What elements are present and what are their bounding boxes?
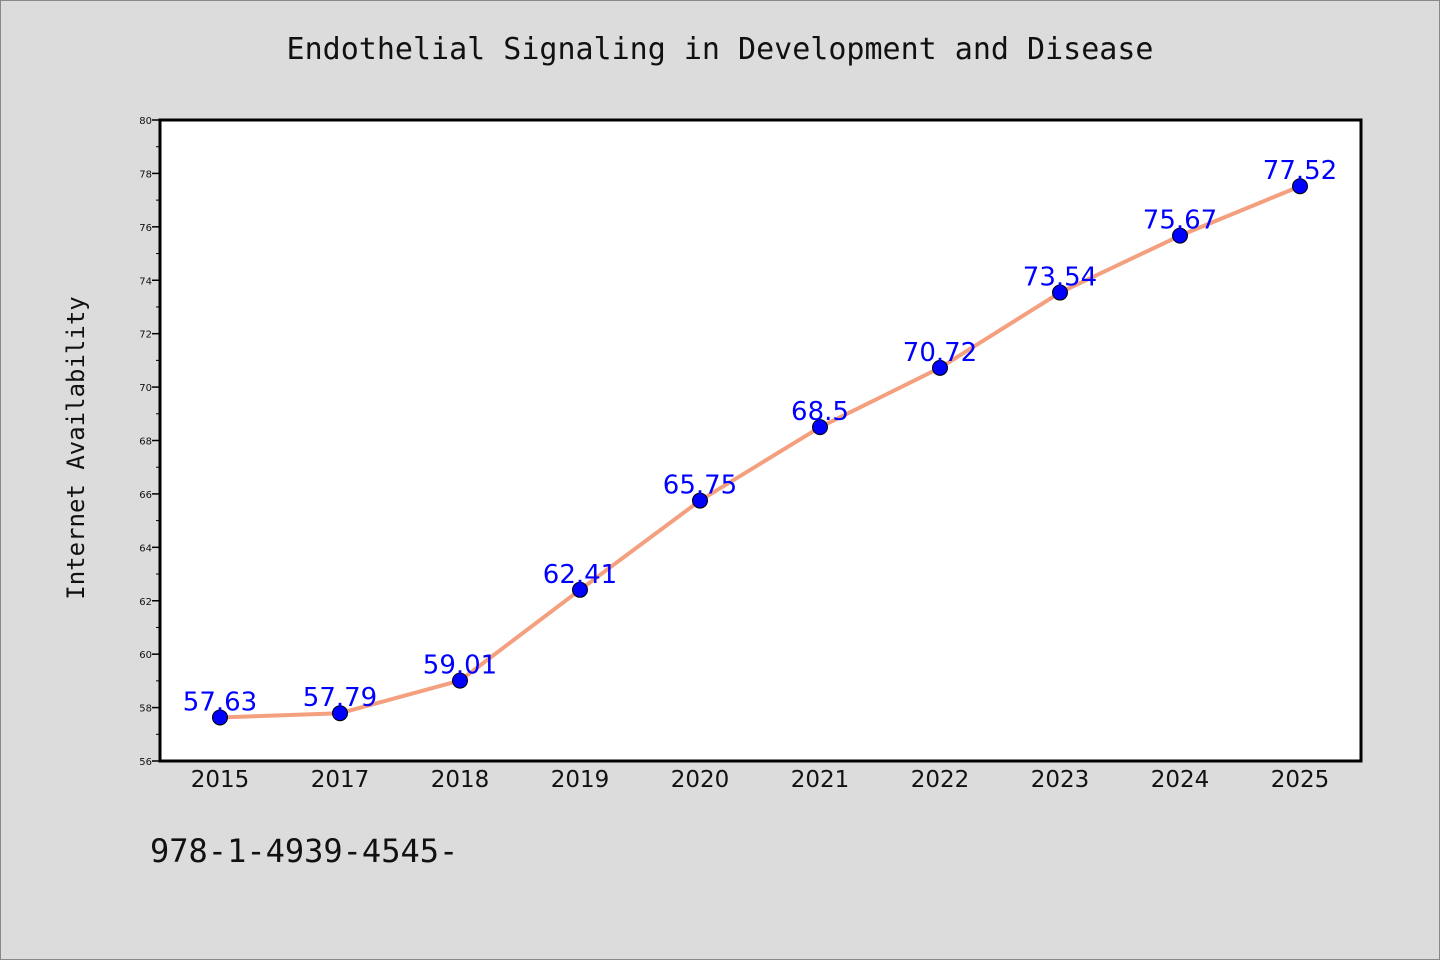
y-tick-label: 72 [139,330,152,341]
data-point [692,492,708,509]
chart-title: Endothelial Signaling in Development and… [286,32,1154,67]
x-tick-label: 2015 [191,767,250,793]
data-label: 57.63 [183,687,257,717]
data-point [1052,284,1068,301]
data-label: 75.67 [1143,206,1217,236]
series-group [212,178,1308,726]
y-tick-label: 64 [139,543,152,554]
data-label: 77.52 [1263,156,1337,186]
data-label: 65.75 [663,471,737,501]
y-tick-label: 68 [139,437,152,448]
x-tick-label: 2020 [671,767,730,793]
data-point [812,419,828,436]
x-tick-label: 2023 [1031,767,1090,793]
data-label: 62.41 [543,560,617,590]
isbn-text: 978-1-4939-4545- [150,832,459,870]
x-tick-label: 2022 [911,767,970,793]
data-point [332,705,348,722]
data-point [572,581,588,598]
data-point [932,359,948,376]
data-point [1172,227,1188,244]
y-tick-label: 70 [139,383,152,394]
x-tick-label: 2018 [431,767,490,793]
x-axis: 2015 2017 2018 2019 2020 2021 2022 2023 2024 2025 [191,767,1330,793]
x-tick-label: 2019 [551,767,610,793]
plot-area [158,118,1363,763]
x-tick-label: 2025 [1271,767,1330,793]
y-tick-label: 80 [139,116,152,127]
data-point [212,709,228,726]
data-label: 70.72 [903,338,977,368]
y-tick-label: 60 [139,650,152,661]
y-tick-label: 58 [139,704,152,715]
data-label: 73.54 [1023,263,1097,293]
y-tick-label: 66 [139,490,152,501]
y-tick-label: 74 [139,276,152,287]
y-tick-label: 56 [139,757,152,768]
series-line [218,184,1302,720]
data-label: 59.01 [423,651,497,681]
data-label: 68.5 [791,397,849,427]
y-tick-label: 76 [139,223,152,234]
data-point [452,672,468,689]
y-tick-label: 62 [139,597,152,608]
x-tick-label: 2017 [311,767,370,793]
data-point [1292,178,1308,195]
data-labels: 57.63 57.79 59.01 62.41 65.75 68.5 70.72 73.54 7… [183,156,1337,717]
y-tick-label: 78 [139,169,152,180]
y-axis: 56 58 60 62 64 66 68 70 72 74 76 78 80 [139,116,160,768]
x-tick-label: 2024 [1151,767,1210,793]
x-tick-label: 2021 [791,767,850,793]
data-label: 57.79 [303,683,377,713]
